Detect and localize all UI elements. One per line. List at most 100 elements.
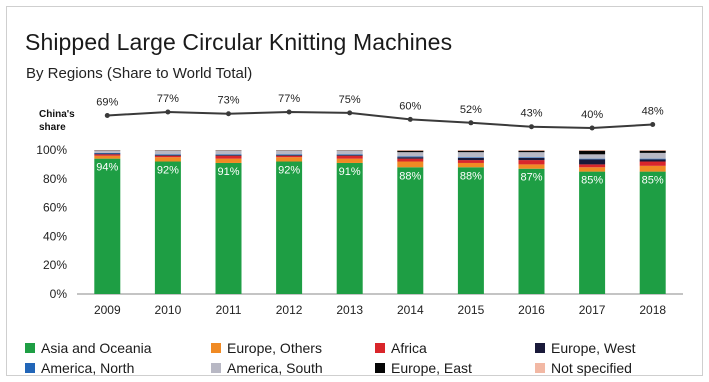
bar-segment-2012-0 bbox=[276, 161, 303, 294]
bar-segment-2011-1 bbox=[215, 158, 242, 163]
bar-segment-2013-1 bbox=[336, 158, 363, 163]
china-share-value-label: 48% bbox=[642, 106, 664, 118]
bar-segment-2016-0 bbox=[518, 168, 545, 294]
bar-segment-2014-7 bbox=[397, 150, 424, 151]
x-tick-label: 2012 bbox=[276, 303, 303, 317]
bar-segment-2009-1 bbox=[94, 155, 121, 159]
china-share-value-label: 43% bbox=[520, 108, 542, 120]
bar-segment-2017-0 bbox=[579, 171, 606, 294]
bar-segment-2015-2 bbox=[457, 160, 484, 163]
bar-segment-2017-7 bbox=[579, 150, 606, 151]
bar-segment-2018-5 bbox=[639, 152, 666, 159]
legend-swatch bbox=[375, 343, 385, 353]
legend-swatch bbox=[535, 343, 545, 353]
bar-segment-2009-3 bbox=[94, 153, 121, 155]
bar-value-label: 91% bbox=[339, 166, 361, 178]
bar-value-label: 94% bbox=[96, 162, 118, 174]
x-tick-label: 2016 bbox=[518, 303, 545, 317]
chart-svg: 0% 20% 40% 60% 80% 100% 94% 2009 92% 2010 91% 2011 9… bbox=[36, 93, 683, 317]
legend-label: Asia and Oceania bbox=[41, 340, 152, 356]
bar-segment-2010-4 bbox=[154, 154, 181, 156]
legend-item: Europe, Others bbox=[211, 340, 322, 356]
legend-label: Europe, West bbox=[551, 340, 636, 356]
bar-segment-2016-1 bbox=[518, 164, 545, 169]
bar-segment-2011-5 bbox=[215, 150, 242, 155]
y-tick-label: 0% bbox=[50, 287, 68, 301]
bar-segment-2018-4 bbox=[639, 158, 666, 160]
bar-segment-2013-2 bbox=[336, 155, 363, 159]
legend-swatch bbox=[535, 363, 545, 373]
y-tick-label: 60% bbox=[43, 201, 67, 215]
legend-swatch bbox=[211, 363, 221, 373]
bar-segment-2009-2 bbox=[94, 154, 121, 156]
bar-segment-2012-1 bbox=[276, 157, 303, 162]
bar-segment-2017-2 bbox=[579, 164, 606, 168]
bar-segment-2018-6 bbox=[639, 150, 666, 153]
bar-segment-2017-4 bbox=[579, 158, 606, 160]
legend-item: Not specified bbox=[535, 360, 632, 376]
legend-item: Asia and Oceania bbox=[25, 340, 152, 356]
bar-segment-2016-6 bbox=[518, 150, 545, 153]
y-tick-label: 100% bbox=[36, 143, 67, 157]
bar-segment-2011-2 bbox=[215, 155, 242, 159]
legend-label: Europe, East bbox=[391, 360, 472, 376]
bar-value-label: 85% bbox=[642, 175, 664, 187]
bar-segment-2012-4 bbox=[276, 154, 303, 156]
china-share-point bbox=[104, 112, 110, 118]
bar-segment-2011-0 bbox=[215, 162, 242, 294]
legend-label: America, North bbox=[41, 360, 135, 376]
y-tick-label: 20% bbox=[43, 258, 67, 272]
bar-segment-2015-7 bbox=[457, 150, 484, 151]
x-tick-label: 2015 bbox=[458, 303, 485, 317]
x-tick-label: 2009 bbox=[94, 303, 121, 317]
china-share-point bbox=[165, 109, 171, 115]
legend-label: America, South bbox=[227, 360, 323, 376]
x-tick-label: 2018 bbox=[639, 303, 666, 317]
china-share-value-label: 77% bbox=[157, 93, 179, 105]
bar-segment-2010-3 bbox=[154, 155, 181, 156]
bar-segment-2017-5 bbox=[579, 154, 606, 159]
china-share-value-label: 73% bbox=[217, 95, 239, 107]
bar-segment-2016-4 bbox=[518, 157, 545, 158]
china-share-value-label: 52% bbox=[460, 104, 482, 116]
bar-segment-2018-7 bbox=[639, 150, 666, 151]
chart-frame: Shipped Large Circular Knitting Machines… bbox=[6, 6, 703, 376]
bar-segment-2013-0 bbox=[336, 162, 363, 294]
bar-segment-2012-5 bbox=[276, 150, 303, 155]
bar-segment-2018-0 bbox=[639, 171, 666, 294]
x-tick-label: 2011 bbox=[216, 303, 242, 317]
bar-segment-2013-4 bbox=[336, 154, 363, 156]
bar-segment-2015-4 bbox=[457, 157, 484, 158]
bar-segment-2015-1 bbox=[457, 162, 484, 168]
bar-segment-2014-0 bbox=[397, 167, 424, 294]
bar-segment-2017-1 bbox=[579, 167, 606, 172]
legend-item: Europe, West bbox=[535, 340, 636, 356]
bar-segment-2009-5 bbox=[94, 150, 121, 153]
bar-value-label: 92% bbox=[157, 165, 179, 177]
china-share-point bbox=[650, 122, 656, 128]
bar-segment-2013-5 bbox=[336, 150, 363, 155]
chart-title: Shipped Large Circular Knitting Machines bbox=[25, 29, 453, 55]
legend-item: Europe, East bbox=[375, 360, 472, 376]
bar-segment-2011-3 bbox=[215, 155, 242, 156]
bar-segment-2010-1 bbox=[154, 157, 181, 162]
x-tick-label: 2013 bbox=[336, 303, 363, 317]
china-share-value-label: 75% bbox=[339, 94, 361, 106]
bar-value-label: 91% bbox=[217, 166, 239, 178]
bar-segment-2016-7 bbox=[518, 150, 545, 151]
bar-segment-2015-0 bbox=[457, 167, 484, 294]
bar-segment-2013-3 bbox=[336, 155, 363, 156]
bar-segment-2016-2 bbox=[518, 160, 545, 165]
bar-segment-2015-6 bbox=[457, 150, 484, 153]
legend-swatch bbox=[211, 343, 221, 353]
bar-segment-2014-5 bbox=[397, 152, 424, 157]
x-tick-label: 2010 bbox=[155, 303, 182, 317]
china-share-point bbox=[286, 109, 292, 115]
china-share-value-label: 77% bbox=[278, 93, 300, 105]
bar-segment-2014-1 bbox=[397, 161, 424, 168]
legend-item: Africa bbox=[375, 340, 427, 356]
chart-subtitle: By Regions (Share to World Total) bbox=[26, 65, 253, 82]
bar-segment-2015-3 bbox=[457, 157, 484, 161]
china-share-line bbox=[107, 110, 653, 130]
china-share-label: China's share bbox=[39, 109, 75, 133]
